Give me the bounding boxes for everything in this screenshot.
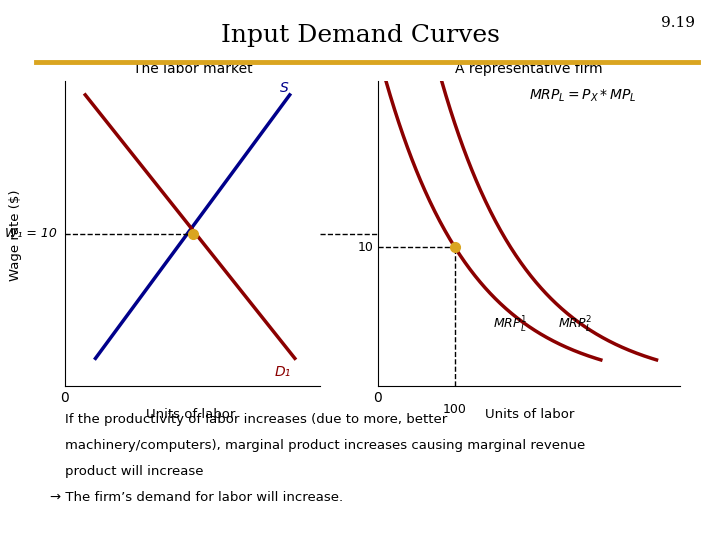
Text: W₁ = 10: W₁ = 10 — [5, 227, 57, 240]
Text: Input Demand Curves: Input Demand Curves — [220, 24, 500, 48]
Text: machinery/computers), marginal product increases causing marginal revenue: machinery/computers), marginal product i… — [65, 439, 585, 452]
Text: Units of labor: Units of labor — [485, 408, 574, 421]
Text: 9.19: 9.19 — [661, 16, 695, 30]
Text: If the productivity of labor increases (due to more, better: If the productivity of labor increases (… — [65, 413, 447, 426]
Text: Units of labor: Units of labor — [146, 408, 235, 421]
Text: $MRP_L^2$: $MRP_L^2$ — [558, 315, 593, 335]
Text: 100: 100 — [443, 403, 467, 416]
Title: The labor market: The labor market — [132, 62, 253, 76]
Text: → The firm’s demand for labor will increase.: → The firm’s demand for labor will incre… — [50, 491, 343, 504]
Text: $MRP_L^1$: $MRP_L^1$ — [492, 315, 527, 335]
Text: $MRP_L=P_X*MP_L$: $MRP_L=P_X*MP_L$ — [529, 88, 637, 104]
Title: A representative firm: A representative firm — [455, 62, 603, 76]
Text: 10: 10 — [357, 241, 373, 254]
Text: S: S — [279, 81, 288, 95]
Text: D₁: D₁ — [274, 365, 291, 379]
Text: Wage rate ($): Wage rate ($) — [9, 189, 22, 281]
Text: product will increase: product will increase — [65, 465, 203, 478]
